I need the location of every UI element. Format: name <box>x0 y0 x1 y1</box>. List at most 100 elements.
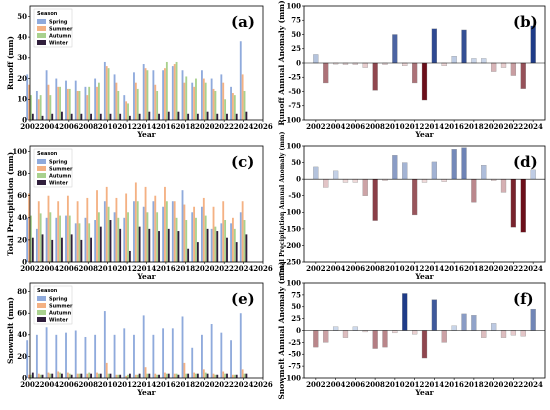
bar-winter-2004 <box>51 113 54 120</box>
bar-spring-2019 <box>191 212 194 262</box>
bar-spring-2013 <box>133 201 135 262</box>
bar-spring-2012 <box>123 217 126 262</box>
bar-autumn-2021 <box>214 374 217 378</box>
bar-winter-2017 <box>177 374 180 378</box>
bar-winter-2006 <box>70 113 73 120</box>
bar-summer-2007 <box>76 201 79 262</box>
anomaly-bar-2015 <box>441 330 447 343</box>
bar-winter-2002 <box>31 372 34 378</box>
x-tick-label: 2002 <box>20 264 40 273</box>
bar-winter-2011 <box>119 113 122 120</box>
bar-autumn-2004 <box>49 212 52 262</box>
anomaly-bar-2021 <box>500 178 507 193</box>
anomaly-bar-2015 <box>441 178 447 182</box>
panel-d: -250 -200 -150 -100 -50 0 50 100 2002 2004 2006 200… <box>279 132 546 281</box>
legend-title: Season <box>37 11 58 17</box>
bar-winter-2018 <box>187 248 190 262</box>
panel-label: (e) <box>231 290 255 308</box>
bar-winter-2024 <box>245 234 248 262</box>
bar-winter-2007 <box>80 113 83 120</box>
x-tick-label: 2006 <box>346 122 366 131</box>
bar-winter-2021 <box>216 231 219 262</box>
bar-winter-2008 <box>90 373 92 378</box>
bar-autumn-2002 <box>30 215 32 262</box>
bar-spring-2009 <box>94 220 97 262</box>
anomaly-bar-2018 <box>471 58 477 64</box>
x-tick-label: 2016 <box>444 264 464 273</box>
legend-swatch-spring <box>37 296 46 301</box>
y-tick-label: -50 <box>288 87 301 96</box>
bar-spring-2003 <box>35 228 38 262</box>
bar-winter-2018 <box>187 113 190 120</box>
x-tick-label: 2018 <box>176 264 196 273</box>
anomaly-bar-2020 <box>491 323 497 331</box>
bar-autumn-2003 <box>39 374 42 378</box>
anomaly-bar-2022 <box>510 62 517 76</box>
anomaly-bar-2014 <box>431 28 438 64</box>
y-tick-label: 20 <box>17 74 27 83</box>
bar-summer-2008 <box>86 95 89 120</box>
x-tick-label: 2020 <box>195 264 215 273</box>
bar-spring-2002 <box>26 74 29 120</box>
x-axis-label: Year <box>136 272 156 281</box>
bar-autumn-2005 <box>59 86 61 120</box>
x-tick-label: 2022 <box>504 264 524 273</box>
bar-autumn-2007 <box>78 223 81 262</box>
bar-spring-2010 <box>103 201 106 262</box>
bar-spring-2014 <box>142 315 145 378</box>
bar-autumn-2023 <box>233 374 236 378</box>
x-tick-label: 2020 <box>195 122 215 131</box>
bar-autumn-2013 <box>136 201 139 262</box>
bar-spring-2013 <box>133 334 135 378</box>
anomaly-bar-2013 <box>421 330 428 359</box>
y-tick-label: -100 <box>283 373 301 382</box>
y-tick-label: -75 <box>288 101 301 110</box>
x-tick-label: 2006 <box>346 264 366 273</box>
anomaly-bar-2002 <box>313 330 319 348</box>
bar-spring-2002 <box>26 340 29 378</box>
x-tick-label: 2010 <box>98 380 118 389</box>
legend-label-winter: Winter <box>49 180 69 186</box>
bar-winter-2016 <box>167 111 170 120</box>
x-tick-label: 2026 <box>253 122 273 131</box>
bar-spring-2017 <box>171 66 174 120</box>
y-tick-label: 40 <box>17 213 27 222</box>
bar-autumn-2012 <box>127 103 129 120</box>
x-axis-label: Year <box>414 388 434 397</box>
bar-summer-2009 <box>96 190 98 262</box>
bar-spring-2011 <box>113 212 116 262</box>
bar-spring-2006 <box>65 215 67 262</box>
x-tick-label: 2020 <box>484 122 504 131</box>
bar-summer-2014 <box>144 186 147 262</box>
x-tick-label: 2012 <box>117 122 137 131</box>
bar-summer-2004 <box>47 195 50 262</box>
bar-spring-2017 <box>171 328 174 378</box>
x-tick-label: 2010 <box>385 122 405 131</box>
x-axis-label: Year <box>136 388 156 397</box>
anomaly-bar-2023 <box>520 62 526 89</box>
bar-autumn-2017 <box>175 373 178 378</box>
bar-winter-2005 <box>61 373 63 378</box>
bar-winter-2023 <box>235 242 238 262</box>
x-tick-label: 2008 <box>79 380 99 389</box>
bar-autumn-2012 <box>127 212 129 262</box>
legend-title: Season <box>37 288 58 294</box>
x-tick-label: 2024 <box>234 122 254 131</box>
legend-label-spring: Spring <box>49 19 68 25</box>
bar-spring-2014 <box>142 206 145 262</box>
y-tick-label: -100 <box>283 208 301 217</box>
x-tick-label: 2002 <box>306 380 326 389</box>
bar-spring-2024 <box>239 41 242 120</box>
bar-spring-2019 <box>191 82 194 120</box>
anomaly-bar-2008 <box>372 330 378 349</box>
bar-winter-2016 <box>167 228 170 262</box>
bar-winter-2017 <box>177 231 180 262</box>
y-tick-label: -250 <box>283 257 301 266</box>
x-tick-label: 2024 <box>523 380 543 389</box>
panel-label: (c) <box>231 153 254 171</box>
anomaly-bar-2019 <box>481 58 487 64</box>
x-tick-label: 2016 <box>156 380 176 389</box>
y-axis-label: Total Precipitation Annual Anomaly (mm) <box>279 132 286 277</box>
x-tick-label: 2010 <box>98 122 118 131</box>
